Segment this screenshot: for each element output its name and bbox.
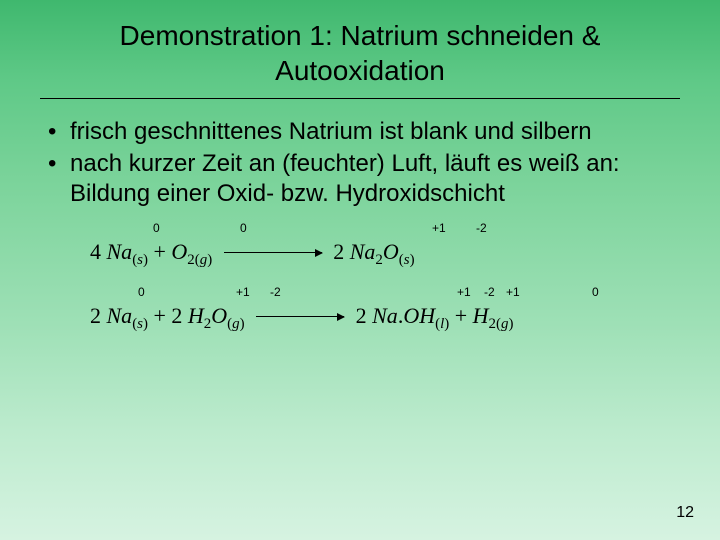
list-item: frisch geschnittenes Natrium ist blank u…	[48, 117, 680, 147]
reaction-2: 2 Na(s) + 2 H2O(g) 2 Na.OH(l) + H2(g)	[90, 301, 680, 329]
reaction-1: 4 Na(s) + O2(g) 2 Na2O(s)	[90, 237, 680, 265]
oxidation-label: -2	[484, 285, 495, 299]
oxidation-label: -2	[476, 221, 487, 235]
oxidation-label: 0	[240, 221, 247, 235]
equations-region: 0 0 +1 -2 4 Na(s) + O2(g) 2 Na2O(s) 0 +1 -2 +1…	[40, 221, 680, 335]
oxidation-label: +1	[457, 285, 471, 299]
slide: Demonstration 1: Natrium schneiden & Aut…	[0, 0, 720, 540]
oxidation-label: +1	[432, 221, 446, 235]
list-item: nach kurzer Zeit an (feuchter) Luft, läu…	[48, 149, 680, 209]
title-underline	[40, 98, 680, 99]
oxidation-row-1: 0 0 +1 -2	[90, 221, 680, 237]
bullet-list: frisch geschnittenes Natrium ist blank u…	[40, 117, 680, 209]
slide-title: Demonstration 1: Natrium schneiden & Aut…	[40, 18, 680, 98]
oxidation-label: 0	[592, 285, 599, 299]
oxidation-label: 0	[153, 221, 160, 235]
oxidation-label: -2	[270, 285, 281, 299]
oxidation-label: +1	[236, 285, 250, 299]
page-number: 12	[676, 504, 694, 522]
equation-2: 0 +1 -2 +1 -2 +1 0 2 Na(s) + 2 H2O(g) 2 Na.OH(…	[90, 285, 680, 335]
oxidation-label: 0	[138, 285, 145, 299]
equation-1: 0 0 +1 -2 4 Na(s) + O2(g) 2 Na2O(s)	[90, 221, 680, 271]
oxidation-label: +1	[506, 285, 520, 299]
oxidation-row-2: 0 +1 -2 +1 -2 +1 0	[90, 285, 680, 301]
